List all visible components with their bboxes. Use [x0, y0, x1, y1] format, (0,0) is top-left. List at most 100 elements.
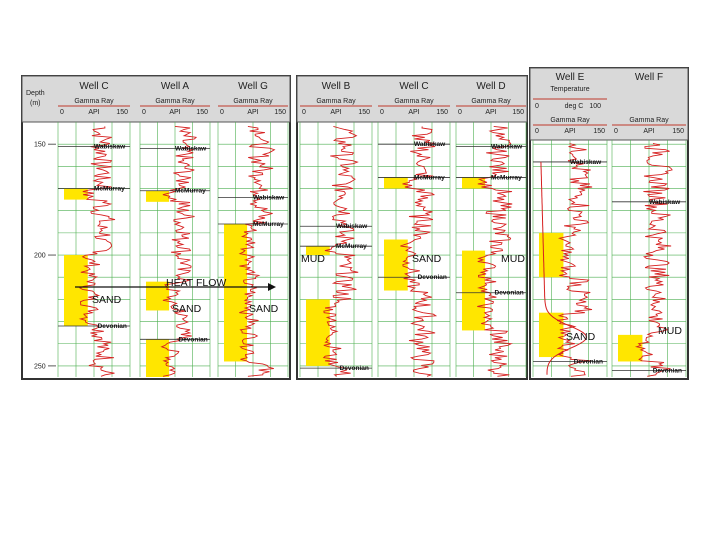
- gamma-scale-max: 150: [672, 128, 684, 135]
- gamma-ray-title: Gamma Ray: [316, 98, 356, 105]
- gamma-ray-trace: [322, 125, 359, 377]
- sand-interval: [306, 246, 330, 256]
- sand-label-well-c2: SAND: [412, 253, 442, 265]
- well-name: Well C: [399, 81, 428, 92]
- temperature-scale-max: 100: [589, 103, 601, 110]
- gamma-scale-max: 150: [436, 109, 448, 116]
- gamma-ray-title: Gamma Ray: [233, 98, 273, 105]
- gamma-ray-trace: [160, 125, 198, 377]
- formation-top-label: Wabiskaw: [94, 143, 126, 150]
- sand-label-well-e: SAND: [566, 331, 596, 343]
- sand-interval: [384, 177, 408, 189]
- gamma-scale-max: 150: [593, 128, 605, 135]
- sand-interval: [618, 334, 643, 362]
- gamma-scale-max: 150: [358, 109, 370, 116]
- formation-top-label: Wabiskaw: [570, 159, 602, 166]
- well-name: Well C: [79, 81, 108, 92]
- gamma-scale-min: 0: [380, 109, 384, 116]
- formation-top-label: Wabiskaw: [491, 143, 523, 150]
- gamma-ray-title: Gamma Ray: [629, 117, 669, 124]
- sand-interval: [146, 190, 170, 202]
- formation-top-label: McMurray: [94, 186, 125, 193]
- gamma-scale-min: 0: [535, 128, 539, 135]
- gamma-scale-min: 0: [302, 109, 306, 116]
- formation-top-label: Wabiskaw: [253, 194, 285, 201]
- temperature-scale-unit: deg C: [565, 103, 584, 110]
- gamma-scale-max: 150: [196, 109, 208, 116]
- mud-label-well-f: MUD: [658, 325, 682, 337]
- well-track: Well B Gamma Ray 0 API 150 Wabiskaw McMurray De…: [299, 81, 373, 377]
- formation-top-label: McMurray: [253, 221, 284, 228]
- sand-interval: [462, 177, 486, 189]
- gamma-ray-trace: [400, 126, 438, 377]
- heat-flow-label: HEAT FLOW: [166, 277, 226, 289]
- gamma-scale-unit: API: [247, 109, 258, 116]
- heat-flow-arrowhead: [268, 283, 276, 291]
- formation-top-label: Devonian: [418, 274, 447, 281]
- gamma-scale-min: 0: [142, 109, 146, 116]
- gamma-scale-max: 150: [512, 109, 524, 116]
- sand-interval: [146, 339, 170, 377]
- sand-label-well-g: SAND: [249, 303, 279, 315]
- gamma-scale-min: 0: [614, 128, 618, 135]
- formation-top-label: Devonian: [179, 336, 208, 343]
- well-track: Well C Gamma Ray 0 API 150 Wabiskaw McMurray De…: [57, 81, 131, 377]
- gamma-scale-unit: API: [408, 109, 419, 116]
- depth-tick-label: 200: [34, 253, 46, 260]
- depth-tick-label: 150: [34, 142, 46, 149]
- gamma-ray-title: Gamma Ray: [74, 98, 114, 105]
- sand-interval: [64, 188, 88, 200]
- gamma-scale-min: 0: [458, 109, 462, 116]
- well-track: Well G Gamma Ray 0 API 150 Wabiskaw McMurray: [217, 81, 289, 377]
- sand-interval: [306, 299, 330, 366]
- gamma-ray-trace: [477, 125, 513, 377]
- depth-tick-label: 250: [34, 363, 46, 370]
- sand-interval: [539, 312, 564, 358]
- well-name: Well F: [635, 72, 663, 83]
- gamma-scale-max: 150: [274, 109, 286, 116]
- formation-top-label: Wabiskaw: [175, 146, 207, 153]
- gamma-scale-min: 0: [60, 109, 64, 116]
- formation-top-label: McMurray: [414, 174, 445, 181]
- formation-top-label: Devonian: [653, 367, 682, 374]
- gamma-scale-unit: API: [169, 109, 180, 116]
- well-name: Well D: [476, 81, 505, 92]
- panel-3-header: [529, 67, 689, 141]
- wells-layer: Well C Gamma Ray 0 API 150 Wabiskaw McMurray De…: [57, 72, 687, 377]
- temperature-title: Temperature: [550, 86, 589, 93]
- formation-top-label: Wabiskaw: [414, 141, 446, 148]
- formation-top-label: Wabiskaw: [649, 199, 681, 206]
- gamma-scale-unit: API: [485, 109, 496, 116]
- formation-top-label: Devonian: [98, 323, 127, 330]
- gamma-ray-trace: [238, 125, 276, 377]
- sand-interval: [384, 239, 408, 291]
- formation-top-label: McMurray: [175, 188, 206, 195]
- well-name: Well B: [322, 81, 351, 92]
- panel-2-header: [296, 75, 528, 123]
- gamma-scale-max: 150: [116, 109, 128, 116]
- sand-interval: [462, 250, 486, 331]
- sand-interval: [64, 255, 88, 326]
- well-track: Well A Gamma Ray 0 API 150 Wabiskaw McMurray De…: [139, 81, 211, 377]
- sand-label-well-c: SAND: [92, 294, 122, 306]
- formation-top-label: McMurray: [491, 174, 522, 181]
- formation-top-label: Wabiskaw: [336, 223, 368, 230]
- overlay-layer: HEAT FLOW SAND SAND SAND MUD SAND MUD SA…: [75, 253, 682, 343]
- depth-axis-unit: (m): [30, 100, 41, 107]
- gamma-scale-unit: API: [88, 109, 99, 116]
- gamma-scale-unit: API: [643, 128, 654, 135]
- temperature-trace: [540, 161, 588, 375]
- well-track: Well F Gamma Ray 0 API 150 Wabiskaw Devonian: [611, 72, 687, 377]
- well-name: Well A: [161, 81, 189, 92]
- gamma-scale-min: 0: [220, 109, 224, 116]
- gamma-ray-trace: [78, 126, 116, 377]
- depth-axis-title: Depth: [26, 90, 45, 97]
- mud-label-well-b: MUD: [301, 253, 325, 265]
- gamma-ray-trace: [634, 143, 673, 377]
- formation-top-label: Devonian: [495, 290, 524, 297]
- formation-top-label: Devonian: [340, 365, 369, 372]
- well-track: Well E Gamma Ray 0 API 150 Temperature 0 deg C 1…: [532, 72, 608, 377]
- gamma-ray-title: Gamma Ray: [471, 98, 511, 105]
- gamma-ray-title: Gamma Ray: [394, 98, 434, 105]
